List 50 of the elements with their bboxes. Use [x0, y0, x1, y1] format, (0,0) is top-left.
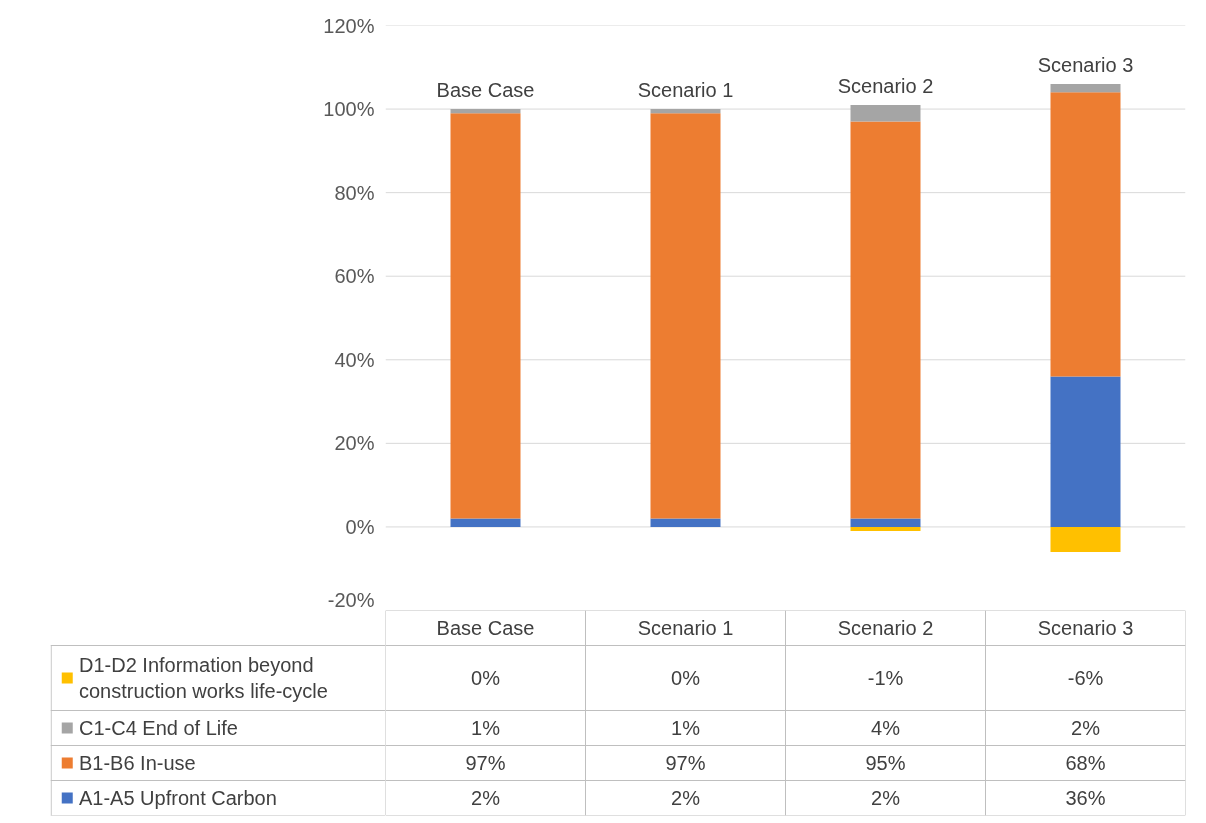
x-tick-label: Scenario 2 [837, 617, 934, 639]
data-label: -6% [1067, 667, 1104, 689]
bar [450, 518, 521, 527]
x-tick-label: Scenario 3 [1037, 617, 1134, 639]
y-tick-label: -20% [327, 588, 375, 611]
bar [650, 113, 721, 519]
x-tick-label: Scenario 1 [637, 617, 734, 639]
bar [850, 526, 921, 532]
data-label: 4% [871, 717, 901, 739]
bar [850, 518, 921, 527]
data-label: 0% [671, 667, 701, 689]
data-label: 2% [871, 787, 901, 809]
bar [1050, 92, 1121, 377]
data-label: 1% [471, 717, 501, 739]
data-label: 0% [471, 667, 501, 689]
data-label: 97% [665, 752, 706, 774]
y-tick-label: 100% [323, 98, 375, 121]
data-label: 2% [471, 787, 501, 809]
data-label: 2% [671, 787, 701, 809]
data-label: 2% [1071, 717, 1101, 739]
data-label: 68% [1065, 752, 1106, 774]
bar [650, 518, 721, 527]
bar [1050, 376, 1121, 527]
legend-label: D1-D2 Information beyond construction works life-cycle [78, 653, 328, 703]
legend-label: C1-C4 End of Life [78, 717, 238, 739]
bar [450, 109, 521, 114]
bar [1050, 526, 1121, 552]
y-tick-label: 60% [334, 265, 375, 288]
x-tick-label: Base Case [436, 617, 535, 639]
bar [850, 104, 921, 122]
annotation: Base Case [436, 79, 535, 102]
data-label: 95% [865, 752, 906, 774]
annotation: Scenario 1 [637, 79, 734, 102]
bar [650, 109, 721, 114]
bar [850, 121, 921, 519]
y-tick-label: 40% [334, 348, 375, 371]
y-tick-label: 20% [334, 432, 375, 455]
data-label: -1% [867, 667, 904, 689]
y-tick-label: 0% [345, 515, 375, 538]
data-label: 1% [671, 717, 701, 739]
legend-label: A1-A5 Upfront Carbon [78, 787, 277, 809]
y-tick-label: 80% [334, 181, 375, 204]
y-tick-label: 120% [323, 14, 375, 37]
data-label: 97% [465, 752, 506, 774]
bar [1050, 84, 1121, 93]
legend-label: B1-B6 In-use [78, 752, 196, 774]
annotation: Scenario 2 [837, 74, 934, 97]
annotation: Scenario 3 [1037, 54, 1134, 76]
bar [450, 113, 521, 519]
data-label: 36% [1065, 787, 1106, 809]
